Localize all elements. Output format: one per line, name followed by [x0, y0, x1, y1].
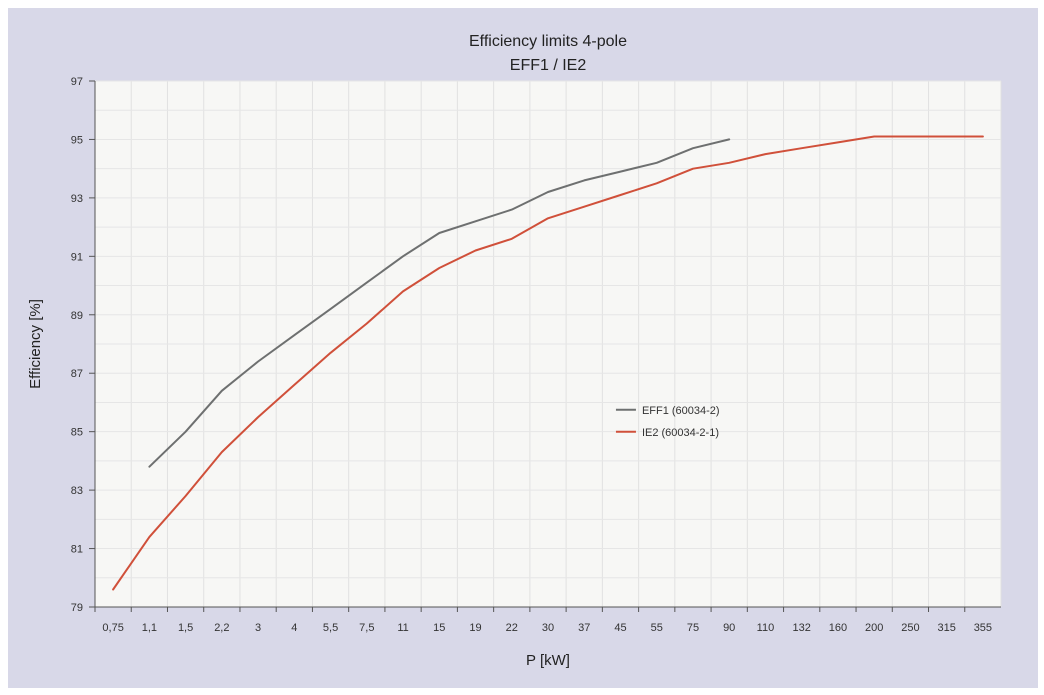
x-tick-label: 19	[469, 622, 481, 634]
y-tick-label: 81	[71, 544, 83, 556]
x-tick-label: 22	[506, 622, 518, 634]
series-line-ie2	[112, 135, 984, 591]
x-tick-label: 4	[291, 622, 297, 634]
x-tick-label: 355	[974, 622, 992, 634]
chart: Efficiency limits 4-pole EFF1 / IE2 79 81…	[27, 33, 1002, 669]
x-tick-label: 7,5	[359, 622, 374, 634]
x-axis-label: P [kW]	[526, 652, 570, 669]
x-tick-label: 132	[793, 622, 811, 634]
y-tick-label: 85	[71, 427, 83, 439]
x-tick-label: 200	[865, 622, 883, 634]
x-tick-label: 315	[937, 622, 955, 634]
chart-subtitle: EFF1 / IE2	[510, 57, 587, 74]
tick-labels: 79 81 83 85 87 89 91 93 95 97 0,75 1,1 1,5 2,2 3 4 5,5 7,…	[71, 76, 992, 634]
x-tick-label: 1,1	[142, 622, 157, 634]
y-tick-label: 87	[71, 368, 83, 380]
x-tick-label: 5,5	[323, 622, 338, 634]
legend-label: IE2 (60034-2-1)	[642, 427, 719, 439]
axes	[89, 80, 1001, 612]
x-tick-label: 3	[255, 622, 261, 634]
y-tick-label: 93	[71, 193, 83, 205]
x-tick-label: 250	[901, 622, 919, 634]
x-tick-label: 45	[614, 622, 626, 634]
x-tick-label: 55	[651, 622, 663, 634]
y-tick-label: 91	[71, 251, 83, 263]
y-tick-label: 79	[71, 602, 83, 614]
legend-label: EFF1 (60034-2)	[642, 405, 720, 417]
x-tick-label: 160	[829, 622, 847, 634]
x-tick-label: 1,5	[178, 622, 193, 634]
x-tick-label: 110	[757, 622, 775, 634]
x-tick-label: 15	[433, 622, 445, 634]
y-tick-label: 97	[71, 76, 83, 88]
chart-frame: Efficiency limits 4-pole EFF1 / IE2 79 81…	[8, 8, 1038, 688]
x-tick-label: 0,75	[102, 622, 123, 634]
y-tick-label: 89	[71, 310, 83, 322]
chart-title: Efficiency limits 4-pole	[469, 33, 627, 50]
legend: EFF1 (60034-2) IE2 (60034-2-1)	[615, 405, 720, 439]
x-tick-label: 75	[687, 622, 699, 634]
y-tick-label: 95	[71, 134, 83, 146]
x-tick-label: 11	[397, 622, 408, 634]
series-lines	[112, 135, 984, 591]
y-axis-label: Efficiency [%]	[27, 299, 44, 389]
series-line-eff1	[148, 138, 731, 468]
x-tick-label: 37	[578, 622, 590, 634]
x-tick-label: 30	[542, 622, 554, 634]
x-tick-label: 2,2	[214, 622, 229, 634]
x-tick-label: 90	[723, 622, 735, 634]
y-tick-label: 83	[71, 485, 83, 497]
